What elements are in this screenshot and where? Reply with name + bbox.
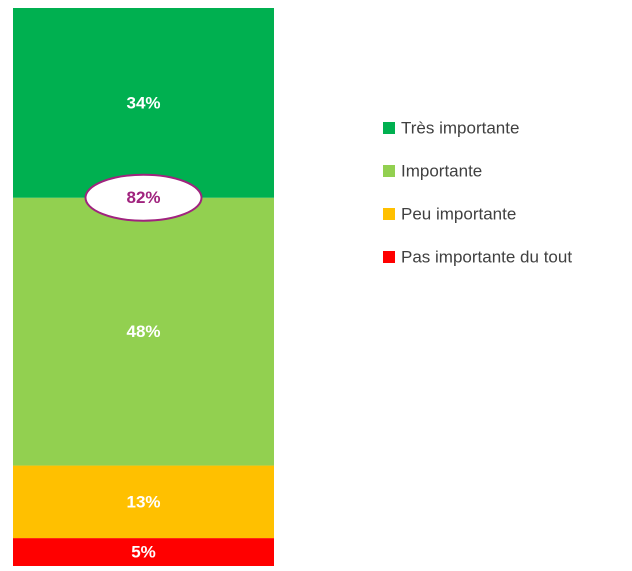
- legend-swatch: [383, 208, 395, 220]
- annotation: 82%: [126, 188, 160, 207]
- legend-swatch: [383, 251, 395, 263]
- bar-segment: [13, 538, 274, 566]
- legend-label: Pas importante du tout: [401, 247, 572, 266]
- legend-label: Peu importante: [401, 204, 516, 223]
- legend-swatch: [383, 122, 395, 134]
- legend-label: Très importante: [401, 118, 519, 137]
- value-label: 13%: [126, 492, 160, 511]
- value-label: 48%: [126, 322, 160, 341]
- bar-segment: [13, 8, 274, 198]
- value-label: 34%: [126, 93, 160, 112]
- bar-segment: [13, 197, 274, 466]
- annotation-bubble: [84, 173, 203, 222]
- bar-segment: [13, 465, 274, 539]
- value-label: 5%: [131, 543, 156, 562]
- legend-label: Importante: [401, 161, 482, 180]
- legend-swatch: [383, 165, 395, 177]
